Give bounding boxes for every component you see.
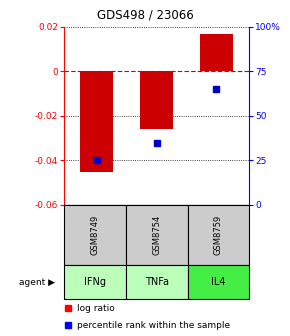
- Bar: [126, 265, 188, 299]
- Bar: [188, 205, 249, 265]
- Bar: [140, 72, 173, 129]
- Text: GSM8749: GSM8749: [90, 215, 99, 255]
- Text: GDS498 / 23066: GDS498 / 23066: [97, 8, 193, 21]
- Bar: [188, 265, 249, 299]
- Bar: [64, 205, 126, 265]
- Bar: [64, 265, 126, 299]
- Text: agent ▶: agent ▶: [19, 278, 55, 287]
- Text: IL4: IL4: [211, 277, 226, 287]
- Text: IFNg: IFNg: [84, 277, 106, 287]
- Text: GSM8754: GSM8754: [152, 215, 161, 255]
- Text: log ratio: log ratio: [77, 304, 115, 313]
- Text: percentile rank within the sample: percentile rank within the sample: [77, 321, 230, 330]
- Text: TNFa: TNFa: [145, 277, 168, 287]
- Bar: [126, 205, 188, 265]
- Bar: [80, 72, 113, 172]
- Bar: [200, 34, 233, 72]
- Text: GSM8759: GSM8759: [214, 215, 223, 255]
